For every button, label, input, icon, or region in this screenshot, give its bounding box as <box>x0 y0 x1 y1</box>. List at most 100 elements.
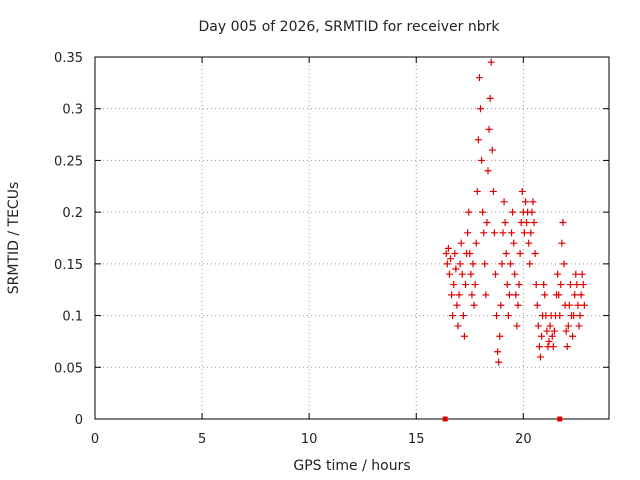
data-point <box>457 239 465 247</box>
data-point <box>490 229 498 237</box>
x-tick-label: 10 <box>301 432 318 447</box>
data-point <box>513 322 521 330</box>
data-point <box>442 250 450 258</box>
data-point <box>449 312 457 320</box>
data-point <box>532 281 540 289</box>
y-tick-label: 0.15 <box>54 258 83 273</box>
data-point <box>528 208 536 216</box>
data-point <box>505 291 513 299</box>
data-point <box>504 312 512 320</box>
data-point <box>467 270 475 278</box>
data-point <box>498 260 506 268</box>
data-point <box>486 94 494 102</box>
data-point <box>500 198 508 206</box>
data-point <box>525 239 533 247</box>
data-point <box>452 265 460 273</box>
ticks: 0 0.05 0.1 0.15 0.2 0.25 0.3 0.35 0 5 10 15 20 <box>54 51 609 447</box>
y-tick-label: 0.25 <box>54 154 83 169</box>
data-point <box>509 208 517 216</box>
data-point <box>455 291 463 299</box>
data-point <box>482 291 490 299</box>
data-point <box>487 58 495 66</box>
data-point <box>516 250 524 258</box>
data-point <box>450 281 458 289</box>
y-tick-label: 0.35 <box>54 51 83 66</box>
data-point <box>494 348 502 356</box>
y-axis-title: SRMTID / TECUs <box>6 182 22 295</box>
x-tick-label: 20 <box>515 432 532 447</box>
data-point <box>445 270 453 278</box>
data-point <box>493 312 501 320</box>
data-point <box>472 239 480 247</box>
data-point <box>479 208 487 216</box>
grid <box>95 57 609 419</box>
data-point <box>468 291 476 299</box>
data-point <box>483 218 491 226</box>
data-point <box>501 218 509 226</box>
data-point <box>533 301 541 309</box>
data-point <box>515 281 523 289</box>
y-tick-label: 0.05 <box>54 361 83 376</box>
data-point <box>569 332 577 340</box>
data-point <box>563 343 571 351</box>
data-point <box>576 312 584 320</box>
data-point <box>484 167 492 175</box>
data-point <box>512 291 520 299</box>
data-point <box>521 198 529 206</box>
data-point <box>560 260 568 268</box>
data-point <box>564 322 572 330</box>
data-point <box>530 218 538 226</box>
x-tick-label: 15 <box>408 432 425 447</box>
data-point <box>548 332 556 340</box>
data-point <box>565 301 573 309</box>
data-point <box>464 229 472 237</box>
data-point <box>475 74 483 82</box>
data-point <box>499 229 507 237</box>
data-point <box>491 270 499 278</box>
data-point <box>511 270 519 278</box>
data-point <box>570 312 578 320</box>
data-point <box>473 187 481 195</box>
data-point <box>559 218 567 226</box>
data-point <box>557 281 565 289</box>
data-point <box>529 198 537 206</box>
data-point <box>508 229 516 237</box>
data-point <box>534 322 542 330</box>
data-point <box>546 322 554 330</box>
data-point <box>541 291 549 299</box>
chart-title: Day 005 of 2026, SRMTID for receiver nbr… <box>198 19 500 35</box>
data-point <box>573 281 581 289</box>
data-point <box>478 156 486 164</box>
data-point <box>520 229 528 237</box>
data-point <box>538 332 546 340</box>
data-point <box>503 281 511 289</box>
data-point <box>465 208 473 216</box>
data-point <box>531 250 539 258</box>
data-point <box>578 270 586 278</box>
data-point <box>470 301 478 309</box>
data-point <box>535 343 543 351</box>
data-point <box>497 301 505 309</box>
x-tick-label: 5 <box>198 432 206 447</box>
data-point <box>466 250 474 258</box>
data-point <box>469 260 477 268</box>
data-point <box>579 281 587 289</box>
data-point <box>458 270 466 278</box>
data-point <box>481 260 489 268</box>
data-point <box>453 301 461 309</box>
data-point <box>566 281 574 289</box>
data-point <box>555 291 563 299</box>
data-point <box>545 337 553 345</box>
data-point <box>510 239 518 247</box>
data-point <box>495 358 503 366</box>
data-point <box>549 343 557 351</box>
data-point <box>477 105 484 113</box>
data-point <box>485 125 493 133</box>
data-point <box>471 281 479 289</box>
data-point <box>447 255 455 263</box>
data-point <box>488 146 496 154</box>
data-point <box>456 260 464 268</box>
data-point <box>540 281 548 289</box>
data-point <box>448 291 456 299</box>
